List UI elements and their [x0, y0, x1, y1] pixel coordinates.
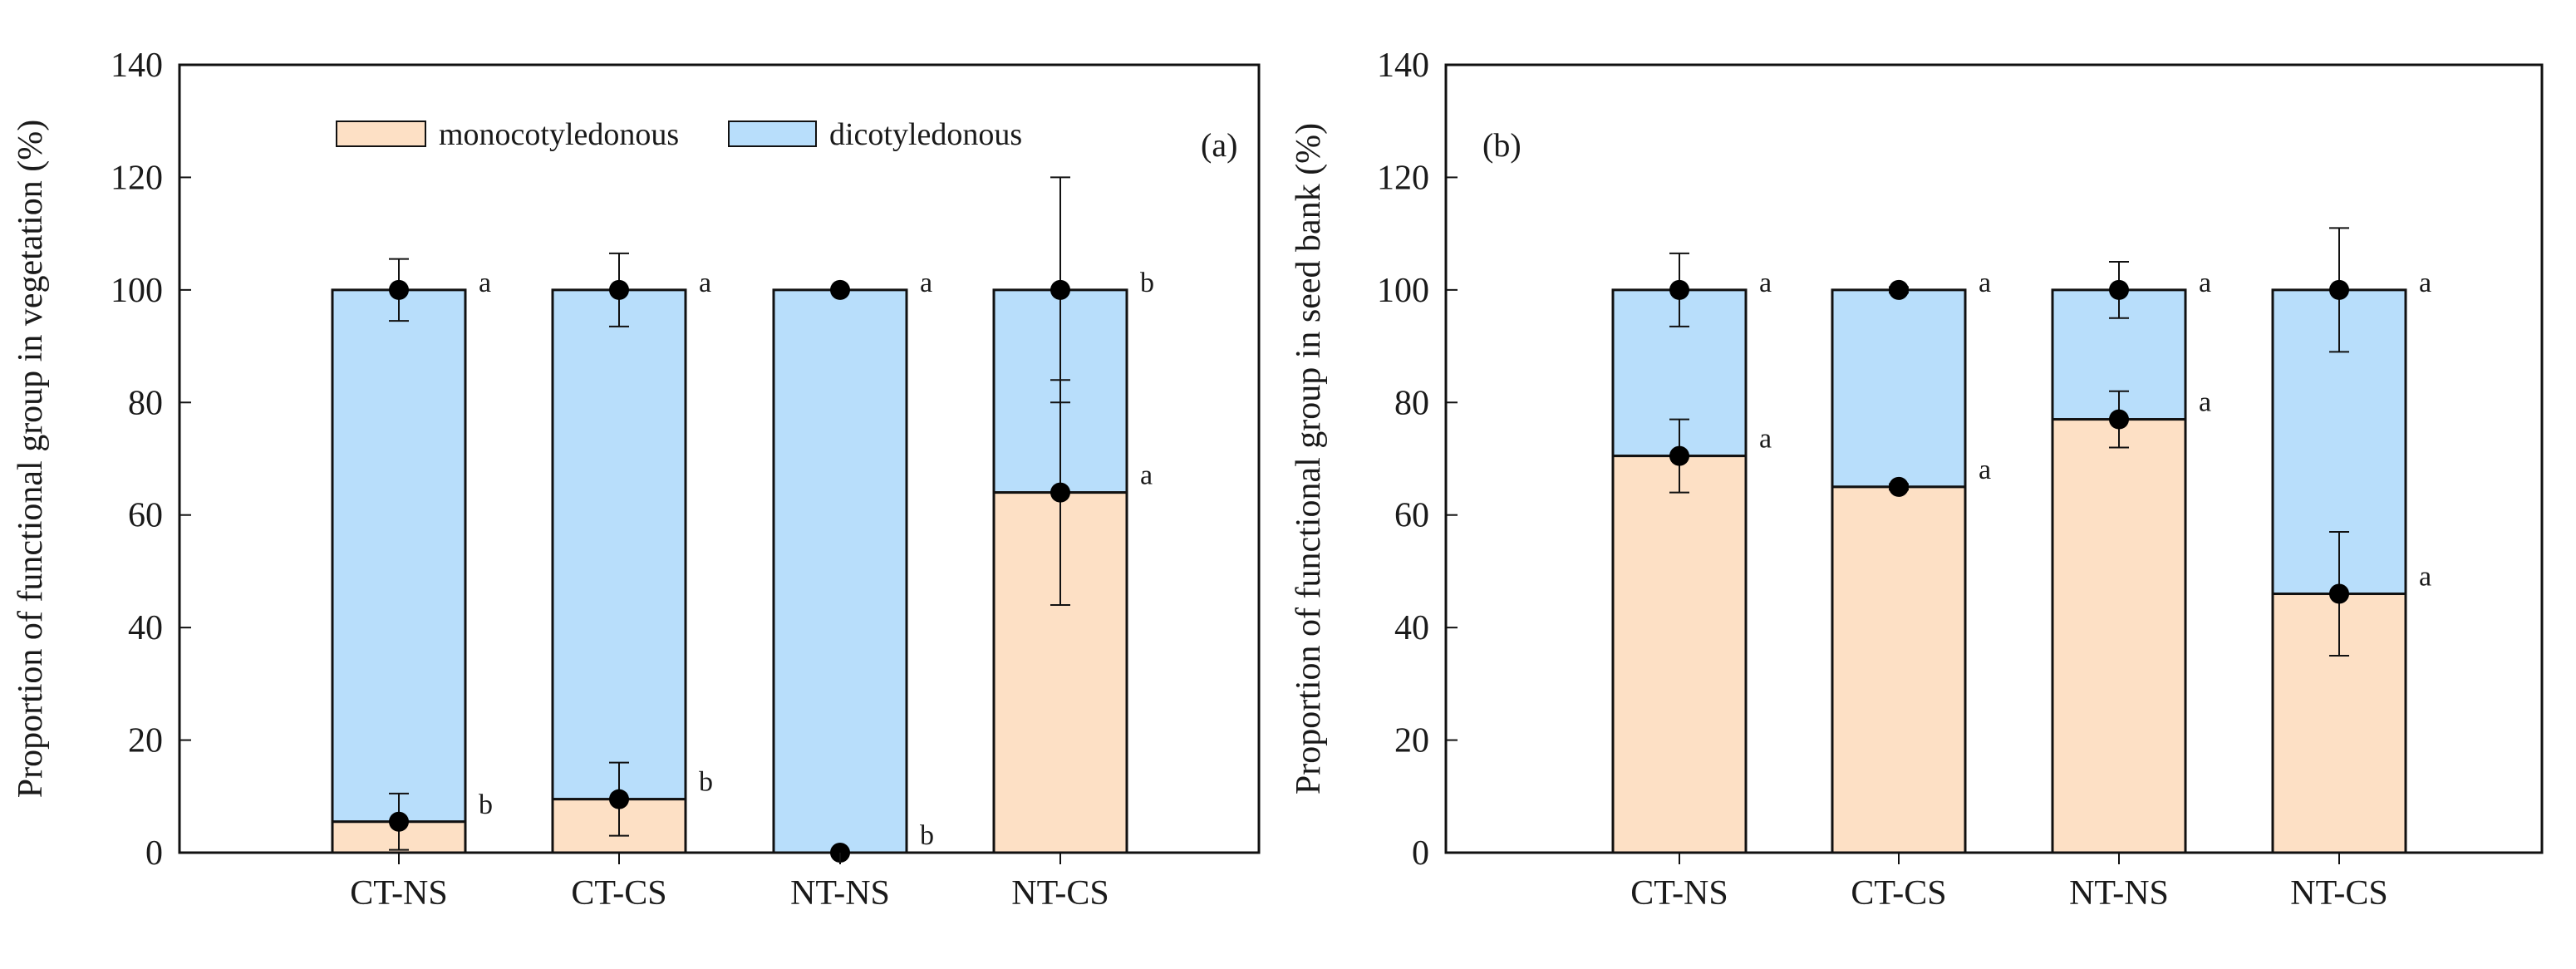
panel-a-x-label-ct-cs: CT-CS: [571, 874, 666, 912]
panel-b-point-monocotyledonous-nt-ns: [2109, 409, 2129, 430]
panel-b-label: (b): [1482, 126, 1522, 164]
panel-b-bars: [1611, 288, 2407, 854]
panel-b-letter-monocotyledonous-nt-cs: a: [2419, 562, 2431, 593]
legend-label-monocotyledonous: monocotyledonous: [439, 117, 679, 152]
panel-a-letter-dicotyledonous-nt-cs: b: [1140, 268, 1154, 298]
panel-a-x-label-nt-cs: NT-CS: [1011, 874, 1109, 912]
panel-b-bar-monocotyledonous-ct-ns: [1611, 455, 1748, 854]
panel-a-y-axis: 0 20 40 60 80 100 120 140: [111, 47, 191, 873]
panel-a-bar-dicotyledonous-ct-ns: [331, 288, 467, 824]
panel-b-y-tick-label-80: 80: [1394, 384, 1429, 422]
panel-b-y-tick-label-140: 140: [1377, 47, 1429, 85]
panel-b-point-dicotyledonous-nt-ns: [2109, 279, 2129, 300]
panel-a-y-tick-label-0: 0: [145, 834, 163, 873]
panel-b-mean-points: [1669, 279, 2349, 604]
legend-swatch-dicotyledonous: [728, 121, 817, 147]
panel-b-y-tick-label-100: 100: [1377, 272, 1429, 310]
panel-b-point-dicotyledonous-nt-cs: [2329, 279, 2349, 300]
panel-b-letter-dicotyledonous-ct-ns: a: [1759, 268, 1772, 298]
panel-a-letter-dicotyledonous-nt-ns: a: [920, 268, 932, 298]
panel-a-x-label-ct-ns: CT-NS: [350, 874, 448, 912]
panel-a-point-monocotyledonous-nt-cs: [1050, 482, 1070, 503]
panel-a-point-dicotyledonous-nt-ns: [830, 279, 850, 300]
panel-b-x-label-nt-cs: NT-CS: [2290, 874, 2388, 912]
panel-b-letter-dicotyledonous-nt-ns: a: [2199, 268, 2211, 298]
panel-b-letter-dicotyledonous-ct-cs: a: [1979, 268, 1991, 298]
panel-b-y-axis: 0 20 40 60 80 100 120 140: [1377, 47, 1458, 873]
panel-b-point-monocotyledonous-ct-cs: [1889, 476, 1909, 497]
panel-b-x-label-nt-ns: NT-NS: [2069, 874, 2169, 912]
panel-a-bar-dicotyledonous-ct-cs: [551, 288, 687, 801]
panel-a-x-axis: CT-NS CT-CS NT-NS NT-CS: [350, 853, 1109, 912]
panel-b-letter-monocotyledonous-nt-ns: a: [2199, 387, 2211, 418]
panel-b-letter-monocotyledonous-ct-cs: a: [1979, 455, 1991, 485]
panel-b-significance-letters: a a a a a a a a: [1759, 268, 2431, 593]
panel-a-bars: [331, 288, 1128, 854]
panel-b-seed-bank: a a a a a a a a 0 20 40 60 80 100 120 140 CT-NS CT-CS NT…: [1290, 47, 2544, 912]
panel-b-y-tick-label-60: 60: [1394, 497, 1429, 535]
panel-a-y-tick-label-80: 80: [128, 384, 163, 422]
panel-a-x-label-nt-ns: NT-NS: [790, 874, 890, 912]
panel-b-y-tick-label-120: 120: [1377, 159, 1429, 197]
panel-b-x-label-ct-ns: CT-NS: [1630, 874, 1728, 912]
panel-a-letter-monocotyledonous-ct-ns: b: [479, 789, 493, 820]
panel-b-bar-dicotyledonous-ct-cs: [1831, 288, 1967, 489]
panel-a-y-tick-label-140: 140: [111, 47, 163, 85]
panel-a-point-monocotyledonous-ct-cs: [609, 789, 629, 809]
legend-swatch-monocotyledonous: [336, 121, 426, 147]
panel-a-letter-monocotyledonous-nt-cs: a: [1140, 460, 1153, 491]
panel-a-y-tick-label-120: 120: [111, 159, 163, 197]
panel-b-y-tick-label-20: 20: [1394, 722, 1429, 760]
legend: monocotyledonous dicotyledonous: [336, 117, 1022, 152]
panel-a-point-dicotyledonous-ct-ns: [389, 279, 409, 300]
panel-a-y-tick-label-100: 100: [111, 272, 163, 310]
legend-item-monocotyledonous: monocotyledonous: [336, 117, 679, 152]
panel-a-y-tick-label-60: 60: [128, 497, 163, 535]
panel-b-point-dicotyledonous-ct-ns: [1669, 279, 1689, 300]
panel-b-y-tick-label-40: 40: [1394, 609, 1429, 647]
panel-a-letter-dicotyledonous-ct-cs: a: [699, 268, 711, 298]
panel-a-y-axis-title: Proportion of functional group in vegeta…: [12, 120, 50, 798]
panel-a-point-dicotyledonous-ct-cs: [609, 279, 629, 300]
panel-b-point-monocotyledonous-ct-ns: [1669, 445, 1689, 466]
legend-label-dicotyledonous: dicotyledonous: [829, 117, 1022, 152]
panel-a-point-monocotyledonous-ct-ns: [389, 811, 409, 832]
panel-b-x-axis: CT-NS CT-CS NT-NS NT-CS: [1630, 853, 2388, 912]
panel-b-bar-monocotyledonous-ct-cs: [1831, 485, 1967, 854]
panel-b-letter-dicotyledonous-nt-cs: a: [2419, 268, 2431, 298]
panel-b-point-monocotyledonous-nt-cs: [2329, 583, 2349, 604]
panel-a-y-tick-label-20: 20: [128, 722, 163, 760]
panel-b-letter-monocotyledonous-ct-ns: a: [1759, 424, 1772, 455]
panel-b-point-dicotyledonous-ct-cs: [1889, 279, 1909, 300]
panel-a-significance-letters: b a b a b a a b: [479, 268, 1154, 851]
legend-item-dicotyledonous: dicotyledonous: [728, 117, 1022, 152]
panel-b-x-label-ct-cs: CT-CS: [1851, 874, 1946, 912]
panel-a-letter-monocotyledonous-ct-cs: b: [699, 767, 713, 798]
panel-a-point-dicotyledonous-nt-cs: [1050, 279, 1070, 300]
panel-b-bar-monocotyledonous-nt-ns: [2051, 418, 2187, 854]
panel-a-y-tick-label-40: 40: [128, 609, 163, 647]
panel-b-y-axis-title: Proportion of functional group in seed b…: [1290, 123, 1328, 794]
panel-a-label: (a): [1201, 126, 1237, 164]
panel-a-bar-dicotyledonous-nt-ns: [772, 288, 908, 854]
panel-a-letter-monocotyledonous-nt-ns: b: [920, 820, 934, 851]
panel-b-y-tick-label-0: 0: [1412, 834, 1429, 873]
panel-a-letter-dicotyledonous-ct-ns: a: [479, 268, 491, 298]
panel-a-vegetation: b a b a b a a b 0 20 40 60 80 100 120 140 CT-NS CT-CS NT…: [12, 47, 1261, 912]
